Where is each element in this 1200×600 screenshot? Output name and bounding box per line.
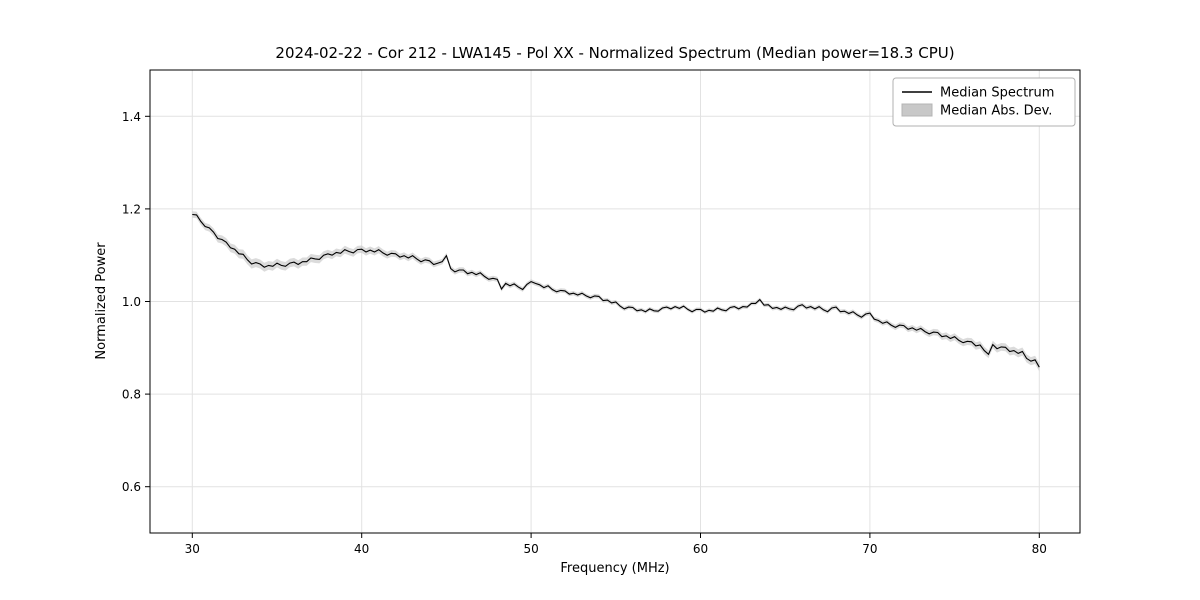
- mad-band: [192, 211, 1040, 372]
- x-tick-label: 50: [523, 542, 538, 556]
- y-tick-label: 0.8: [122, 388, 141, 402]
- x-tick-label: 80: [1032, 542, 1047, 556]
- x-tick-label: 60: [693, 542, 708, 556]
- chart-title: 2024-02-22 - Cor 212 - LWA145 - Pol XX -…: [275, 44, 954, 62]
- y-axis-label: Normalized Power: [94, 242, 109, 360]
- x-tick-label: 70: [862, 542, 877, 556]
- y-tick-label: 1.2: [122, 202, 141, 216]
- legend-label-median-abs-dev: Median Abs. Dev.: [940, 104, 1052, 119]
- legend-patch-sample: [901, 103, 933, 117]
- legend-box: [892, 77, 1076, 127]
- x-tick-label: 30: [185, 542, 200, 556]
- median-spectrum-path: [192, 213, 1040, 368]
- median-spectrum-line: [192, 213, 1040, 368]
- mad-band-area: [192, 211, 1040, 372]
- x-axis-label: Frequency (MHz): [560, 561, 669, 576]
- x-tick-label: 40: [354, 542, 369, 556]
- legend-label-median-spectrum: Median Spectrum: [940, 86, 1054, 101]
- y-tick-label: 1.4: [122, 110, 141, 124]
- axis-ticks: 30 40 50 60 70 80 0.6 0.8 1.0 1.2 1.4: [122, 110, 1047, 556]
- y-tick-label: 1.0: [122, 295, 141, 309]
- y-tick-label: 0.6: [122, 480, 141, 494]
- legend: Median Spectrum Median Abs. Dev.: [892, 77, 1076, 127]
